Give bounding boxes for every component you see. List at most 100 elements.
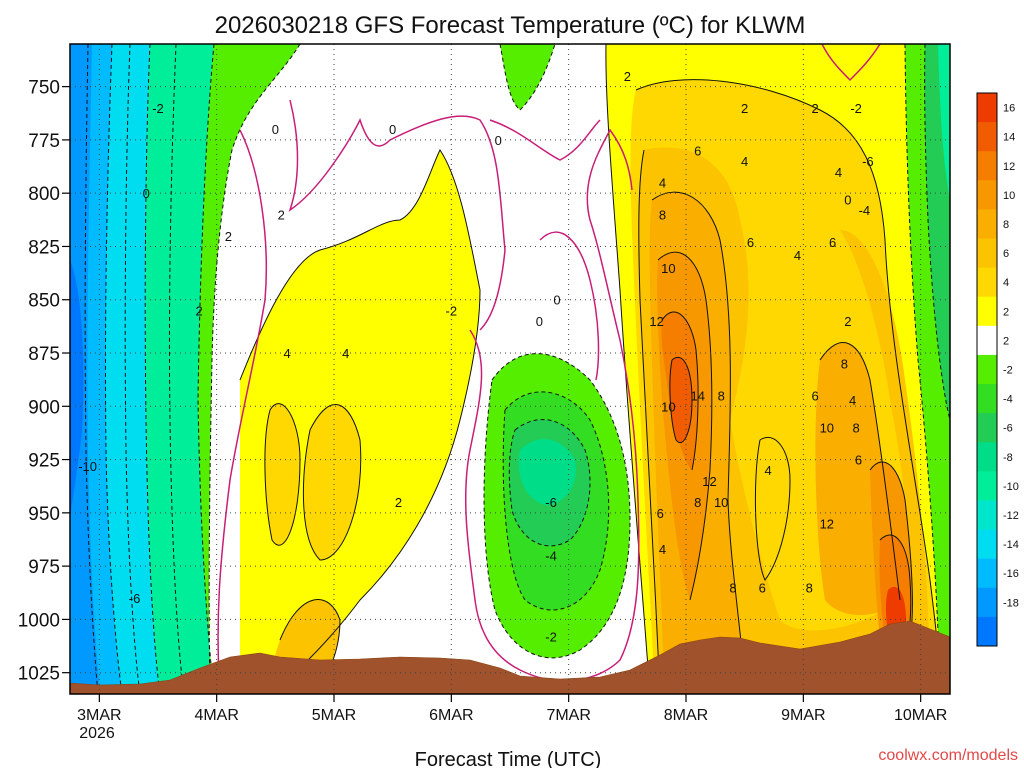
x-axis-year-label: 2026 <box>79 725 115 742</box>
contour-label: 4 <box>835 165 842 180</box>
contour-label: 0 <box>844 193 851 208</box>
contour-label: 2 <box>225 229 232 244</box>
contour-label: -6 <box>129 591 141 606</box>
contour-label: 4 <box>659 176 666 191</box>
contour-label: 10 <box>661 399 675 414</box>
contour-label: 8 <box>659 207 666 222</box>
source-credit: coolwx.com/models <box>878 747 1018 764</box>
contour-label: 8 <box>694 495 701 510</box>
colorbar-label: 16 <box>1003 103 1015 115</box>
contour-label: 4 <box>342 346 349 361</box>
y-tick-label-925: 925 <box>28 451 60 472</box>
colorbar-label: 4 <box>1003 277 1009 289</box>
colorbar-swatch <box>977 384 997 414</box>
colorbar-label: 6 <box>1003 248 1009 260</box>
y-tick-label-775: 775 <box>28 131 60 152</box>
contour-label: 0 <box>272 122 279 137</box>
contour-label: 2 <box>195 303 202 318</box>
cool-pocket-upper <box>500 44 555 110</box>
colorbar-swatch <box>977 500 997 531</box>
x-tick-label-3MAR: 3MAR <box>77 707 121 724</box>
temperature-contours <box>84 44 950 694</box>
contour-label: 14 <box>690 389 704 404</box>
contour-label: 0 <box>495 133 502 148</box>
plot-frame <box>69 43 951 695</box>
contour-label: 6 <box>747 235 754 250</box>
pressure-axis: 750 775 800 825 850 875 900 925 950 975 1000 1025 <box>18 78 70 685</box>
colorbar-swatch <box>977 296 997 327</box>
contour-label: -6 <box>545 495 557 510</box>
colorbar-swatch <box>977 180 997 210</box>
colorbar-swatch <box>977 354 997 385</box>
plot-area <box>70 44 950 694</box>
cold-front-minus-10 <box>938 44 950 200</box>
cool-zone-minus-2 <box>198 44 300 694</box>
cold-pool-minus-8 <box>518 439 576 505</box>
colorbar-swatch <box>977 267 997 298</box>
contour-label: 0 <box>553 293 560 308</box>
y-tick-label-1000: 1000 <box>18 610 60 631</box>
contour-label: 10 <box>714 495 728 510</box>
contour-label: 2 <box>278 207 285 222</box>
x-tick-label-4MAR: 4MAR <box>194 707 238 724</box>
y-tick-label-1025: 1025 <box>18 664 60 685</box>
colorbar-swatch <box>977 325 997 356</box>
x-tick-label-10MAR: 10MAR <box>894 707 947 724</box>
contour-label: 10 <box>661 261 675 276</box>
colorbar-label: -10 <box>1003 481 1019 493</box>
colorbar-swatch <box>977 442 997 472</box>
warm-layer-plus-2 <box>240 150 480 694</box>
colorbar-swatch <box>977 587 997 618</box>
colorbar-swatch <box>977 558 997 589</box>
contour-label: 0 <box>389 122 396 137</box>
warm-core-plus-14 <box>669 357 692 443</box>
grid-lines <box>70 44 950 694</box>
colorbar-swatch <box>977 151 997 181</box>
colorbar-label: -4 <box>1003 394 1013 406</box>
warm-pocket-plus-4-a <box>264 403 300 546</box>
y-tick-label-950: 950 <box>28 504 60 525</box>
y-tick-label-875: 875 <box>28 344 60 365</box>
x-tick-label-8MAR: 8MAR <box>664 707 708 724</box>
colorbar-swatch <box>977 413 997 443</box>
contour-label: 4 <box>659 542 666 557</box>
cold-zone-minus-10 <box>145 44 214 694</box>
contour-label: 4 <box>849 393 856 408</box>
colorbar-label: -12 <box>1003 510 1019 522</box>
colorbar-swatch <box>977 471 997 501</box>
contour-label: 2 <box>811 101 818 116</box>
x-tick-label-7MAR: 7MAR <box>546 707 590 724</box>
contour-label: 6 <box>855 453 862 468</box>
y-tick-label-825: 825 <box>28 237 60 258</box>
contour-label: 4 <box>765 463 772 478</box>
x-tick-label-9MAR: 9MAR <box>781 707 825 724</box>
colorbar-label: -14 <box>1003 539 1019 551</box>
colorbar-label: -2 <box>1003 365 1013 377</box>
colorbar-swatch <box>977 529 997 560</box>
contour-label: -10 <box>78 459 97 474</box>
contour-label: 2 <box>624 69 631 84</box>
contour-label: 4 <box>741 154 748 169</box>
time-axis: 3MAR 4MAR 5MAR 6MAR 7MAR 8MAR 9MAR 10MAR <box>77 694 947 724</box>
contour-label: 4 <box>283 346 290 361</box>
colorbar-label: -18 <box>1003 597 1019 609</box>
contour-label: -2 <box>850 101 862 116</box>
colorbar-swatch <box>977 616 997 647</box>
contour-label: 8 <box>806 580 813 595</box>
contour-label: 12 <box>649 314 663 329</box>
contour-label: 12 <box>702 474 716 489</box>
contour-label: 6 <box>829 235 836 250</box>
colorbar-label: 2 <box>1003 335 1009 347</box>
colorbar-label: 2 <box>1003 306 1009 318</box>
contour-label: 6 <box>759 580 766 595</box>
y-tick-label-800: 800 <box>28 184 60 205</box>
x-tick-label-5MAR: 5MAR <box>312 707 356 724</box>
colorbar-swatch <box>977 93 997 123</box>
x-tick-label-6MAR: 6MAR <box>429 707 473 724</box>
contour-label: 0 <box>143 186 150 201</box>
x-axis-title: Forecast Time (UTC) <box>415 749 602 768</box>
contour-label: 6 <box>657 506 664 521</box>
